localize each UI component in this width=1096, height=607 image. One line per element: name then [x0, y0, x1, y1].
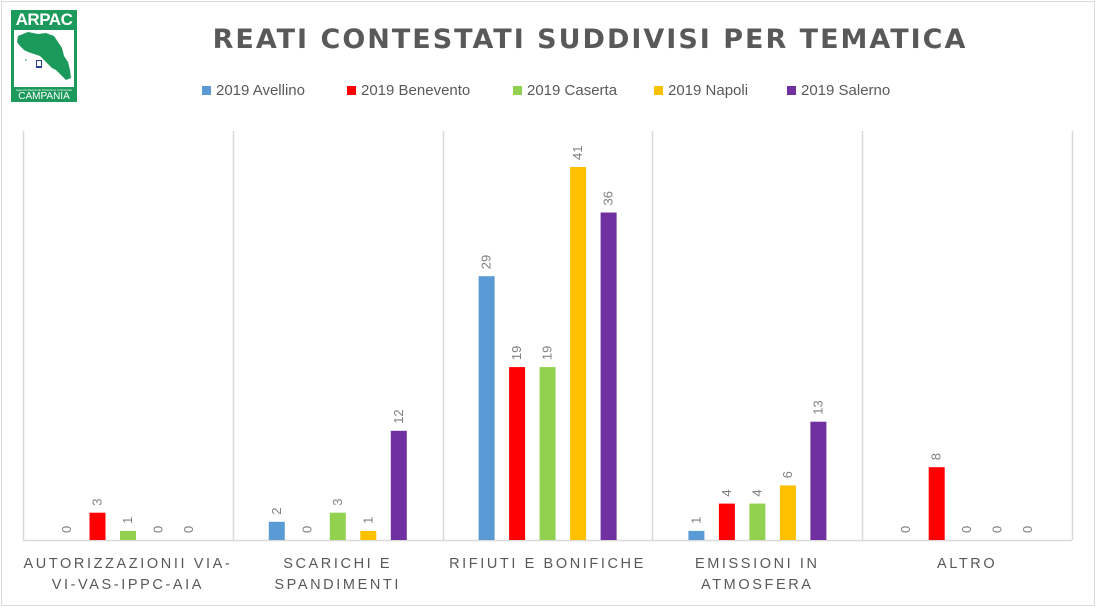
data-label: 3: [330, 498, 345, 505]
legend-swatch: [654, 85, 663, 95]
logo-subtitle: Agenzia Regionale Protezione Ambientale: [15, 88, 73, 92]
data-label: 12: [391, 409, 406, 423]
category-label: VI-VAS-IPPC-AIA: [52, 577, 204, 593]
legend-label: 2019 Salerno: [801, 81, 891, 99]
data-label: 19: [540, 346, 555, 360]
data-label: 2: [269, 508, 284, 515]
data-label: 6: [780, 471, 795, 478]
data-label: 4: [749, 489, 764, 496]
data-label: 36: [601, 191, 616, 205]
legend-label: 2019 Avellino: [216, 81, 305, 99]
legend-swatch: [787, 85, 796, 95]
bar-2019-caserta-2[interactable]: [539, 367, 556, 540]
campania-map-icon: [14, 30, 74, 87]
legend-item-caserta[interactable]: 2019 Caserta: [513, 80, 617, 100]
data-labels: 0 3 1 0 0 2 0 3 1 12 29 19 19 41 36 1 4 4 6 13 0 8 0 0 0: [59, 146, 1035, 533]
data-label: 41: [570, 146, 585, 160]
bar-2019-napoli-1[interactable]: [360, 530, 377, 540]
bar-2019-napoli-3[interactable]: [779, 485, 796, 540]
data-label: 1: [360, 517, 375, 524]
category-labels: AUTORIZZAZIONII VIA- VI-VAS-IPPC-AIA SCARI…: [23, 556, 997, 593]
bar-2019-benevento-2[interactable]: [509, 367, 526, 540]
data-label: 1: [120, 517, 135, 524]
category-label: ATMOSFERA: [701, 577, 814, 593]
data-label: 29: [479, 255, 494, 269]
category-label: SPANDIMENTI: [274, 577, 401, 593]
bar-2019-caserta-0[interactable]: [120, 530, 136, 540]
category-dividers: [22, 131, 1074, 542]
bar-2019-caserta-1[interactable]: [329, 512, 346, 540]
bar-2019-salerno-1[interactable]: [390, 430, 407, 540]
bar-2019-avellino-2[interactable]: [478, 276, 495, 540]
data-label: 0: [898, 526, 913, 533]
bar-2019-benevento-3[interactable]: [718, 503, 735, 540]
category-label: AUTORIZZAZIONII VIA-: [23, 556, 232, 572]
bar-2019-napoli-2[interactable]: [570, 167, 587, 540]
legend-item-napoli[interactable]: 2019 Napoli: [654, 80, 748, 100]
category-label: EMISSIONI IN: [695, 556, 820, 572]
category-label: ALTRO: [937, 556, 997, 572]
data-label: 1: [688, 517, 703, 524]
legend-swatch: [202, 85, 211, 95]
data-label: 4: [719, 489, 734, 496]
data-label: 0: [1020, 526, 1035, 533]
data-label: 8: [929, 453, 944, 460]
bar-2019-benevento-4[interactable]: [928, 467, 945, 540]
chart-title: REATI CONTESTATI SUDDIVISI PER TEMATICA: [212, 24, 968, 55]
legend-item-salerno[interactable]: 2019 Salerno: [787, 80, 890, 100]
logo-bottom-text: CAMPANIA: [18, 91, 70, 102]
category-label: SCARICHI E: [283, 556, 392, 572]
arpac-logo: ARPAC Agenzia Regionale Protezione Ambie…: [11, 10, 77, 102]
data-label: 3: [90, 498, 105, 505]
bar-2019-benevento-0[interactable]: [89, 512, 106, 540]
bar-2019-avellino-1[interactable]: [268, 521, 285, 540]
category-label: RIFIUTI E BONIFICHE: [449, 556, 646, 572]
legend-item-avellino[interactable]: 2019 Avellino: [202, 80, 305, 100]
legend-swatch: [513, 85, 522, 95]
bar-2019-salerno-3[interactable]: [810, 421, 827, 540]
bar-2019-caserta-3[interactable]: [749, 503, 766, 540]
legend-item-benevento[interactable]: 2019 Benevento: [347, 80, 470, 100]
data-label: 19: [509, 346, 524, 360]
data-label: 0: [299, 526, 314, 533]
legend-label: 2019 Benevento: [361, 81, 471, 99]
legend-swatch: [347, 85, 356, 95]
bar-2019-salerno-2[interactable]: [600, 212, 617, 541]
data-label: 0: [181, 526, 196, 533]
data-label: 0: [59, 526, 74, 533]
legend-label: 2019 Napoli: [668, 81, 749, 99]
data-label: 0: [959, 526, 974, 533]
bar-2019-avellino-3[interactable]: [688, 530, 705, 540]
logo-top-text: ARPAC: [15, 10, 73, 29]
data-label: 0: [990, 526, 1005, 533]
data-label: 0: [151, 526, 166, 533]
chart-legend: 2019 Avellino 2019 Benevento 2019 Casert…: [0, 80, 1096, 100]
legend-label: 2019 Caserta: [527, 81, 618, 99]
bars: [89, 167, 945, 541]
data-label: 13: [810, 400, 825, 414]
